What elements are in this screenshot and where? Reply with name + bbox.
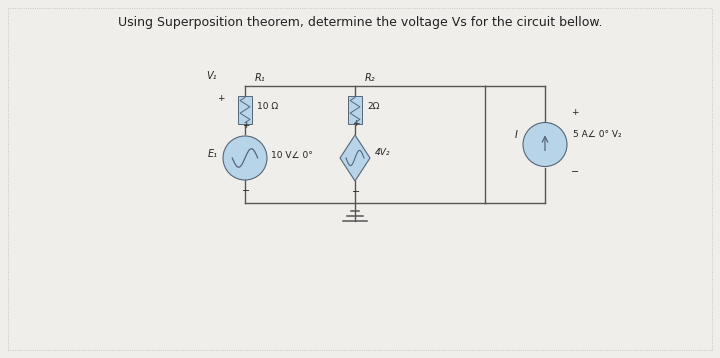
Text: +: + — [352, 119, 360, 128]
Polygon shape — [340, 135, 370, 181]
Text: E₁: E₁ — [208, 149, 218, 159]
Text: 10 V∠ 0°: 10 V∠ 0° — [271, 150, 312, 160]
Text: R₂: R₂ — [365, 73, 376, 83]
Circle shape — [223, 136, 267, 180]
Bar — [348, 96, 362, 124]
Text: R₁: R₁ — [255, 73, 266, 83]
Text: +: + — [242, 121, 250, 130]
Circle shape — [523, 122, 567, 166]
Text: +: + — [217, 94, 225, 103]
Text: −: − — [571, 166, 579, 176]
Bar — [238, 96, 252, 124]
Text: 4V₂: 4V₂ — [375, 147, 390, 156]
Text: −: − — [352, 187, 360, 197]
Text: V₁: V₁ — [207, 71, 217, 81]
Text: −: − — [242, 186, 250, 196]
Text: 10 Ω: 10 Ω — [257, 102, 278, 111]
Text: 2Ω: 2Ω — [367, 102, 379, 111]
Text: 5 A∠ 0° V₂: 5 A∠ 0° V₂ — [573, 130, 621, 139]
Text: Using Superposition theorem, determine the voltage Vs for the circuit bellow.: Using Superposition theorem, determine t… — [118, 16, 602, 29]
Text: I: I — [515, 130, 518, 140]
Text: +: + — [571, 108, 578, 117]
